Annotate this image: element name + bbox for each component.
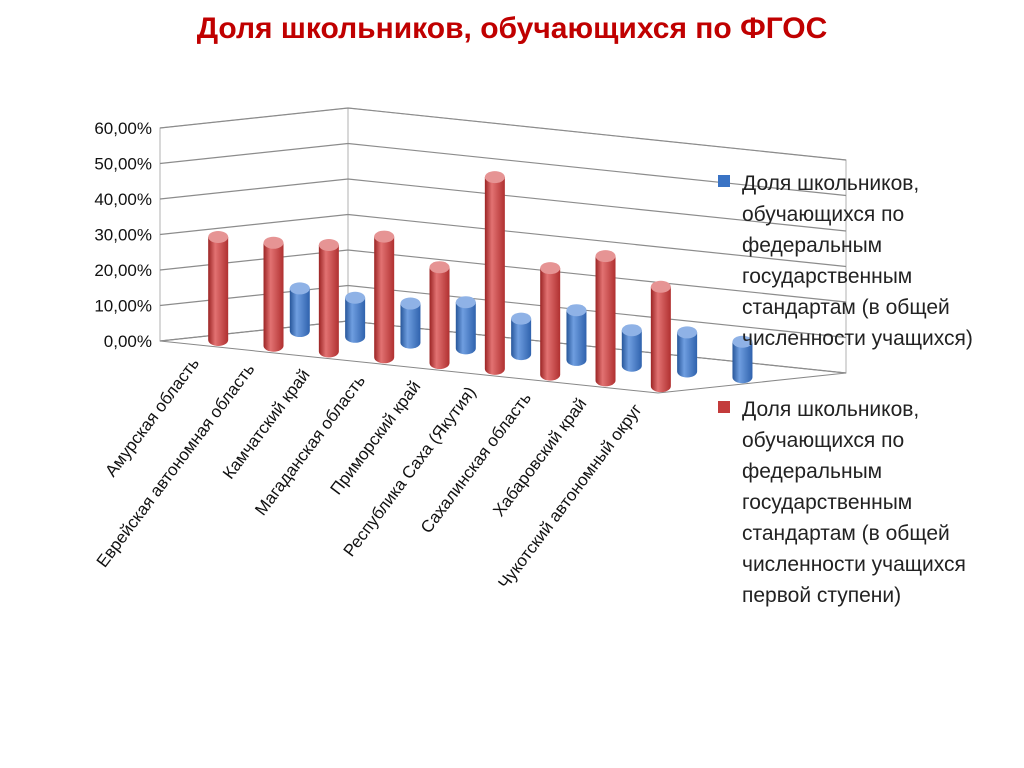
bar-top [345, 291, 366, 304]
bar-series-1 [621, 324, 642, 372]
legend-swatch-series-2 [718, 401, 730, 413]
bar-top [677, 326, 698, 339]
y-tick-label: 50,00% [94, 155, 152, 174]
y-tick-label: 60,00% [94, 119, 152, 138]
legend-label-series-2: Доля школьников, обучающихся по федераль… [742, 398, 966, 607]
bar-series-1 [345, 291, 366, 343]
bar-series-1 [400, 297, 421, 349]
bar-series-1 [677, 326, 698, 378]
y-axis-ticks: 0,00% 10,00% 20,00% 30,00% 40,00% 50,00% 60,00… [94, 119, 152, 351]
y-tick-label: 20,00% [94, 261, 152, 280]
bar-series-2 [374, 230, 395, 364]
bar-top [429, 261, 450, 274]
bar-series-2 [429, 261, 450, 370]
bar-body [289, 288, 310, 338]
legend-entry-series-2: Доля школьников, обучающихся по федераль… [718, 394, 1018, 611]
y-tick-label: 40,00% [94, 190, 152, 209]
bar-top [289, 282, 310, 295]
y-tick-label: 10,00% [94, 297, 152, 316]
bar-top [455, 296, 476, 309]
bar-top [400, 297, 421, 310]
bar-top [595, 250, 616, 263]
bar-top [208, 230, 229, 243]
legend-swatch-series-1 [718, 175, 730, 187]
legend-label-series-1: Доля школьников, обучающихся по федераль… [742, 172, 973, 350]
bar-series-1 [511, 312, 532, 361]
x-tick-label: Магаданская область [251, 371, 369, 519]
chart-bars [208, 171, 753, 393]
bar-series-2 [484, 171, 505, 375]
bar-body [484, 177, 505, 375]
bar-body [374, 236, 395, 364]
bar-top [621, 324, 642, 337]
legend-entry-series-1: Доля школьников, обучающихся по федераль… [718, 168, 1018, 354]
bar-top [650, 280, 671, 293]
bar-body [208, 236, 229, 346]
bar-body [677, 332, 698, 378]
bar-top [566, 304, 587, 317]
bar-body [263, 242, 284, 352]
chart-title: Доля школьников, обучающихся по ФГОС [196, 12, 828, 45]
bar-body [455, 302, 476, 355]
y-tick-label: 30,00% [94, 226, 152, 245]
gridline [159, 178, 847, 232]
bar-series-2 [540, 262, 561, 381]
bar-body [540, 268, 561, 381]
bar-top [318, 238, 339, 251]
bar-body [621, 330, 642, 372]
bar-top [511, 312, 532, 325]
bar-top [540, 262, 561, 275]
bar-series-2 [208, 230, 229, 346]
bar-top [263, 236, 284, 249]
x-tick-label: Сахалинская область [417, 389, 535, 537]
gridline [159, 107, 847, 161]
bar-series-1 [289, 282, 310, 338]
bar-body [318, 244, 339, 358]
bar-series-1 [455, 296, 476, 355]
bar-body [566, 310, 587, 366]
bar-body [511, 318, 532, 361]
bar-series-2 [263, 236, 284, 352]
bar-series-2 [318, 238, 339, 358]
bar-top [732, 335, 753, 348]
bar-body [732, 341, 753, 384]
bar-series-1 [732, 335, 753, 384]
bar-series-2 [650, 280, 671, 393]
bar-body [650, 286, 671, 393]
bar-body [345, 297, 366, 343]
gridline [159, 213, 847, 268]
bar-series-1 [566, 304, 587, 366]
bar-top [374, 230, 395, 243]
bar-top [484, 171, 505, 184]
bar-body [429, 267, 450, 370]
gridline [159, 142, 847, 197]
bar-body [595, 256, 616, 387]
bar-series-2 [595, 250, 616, 387]
y-tick-label: 0,00% [104, 332, 152, 351]
bar-body [400, 303, 421, 349]
